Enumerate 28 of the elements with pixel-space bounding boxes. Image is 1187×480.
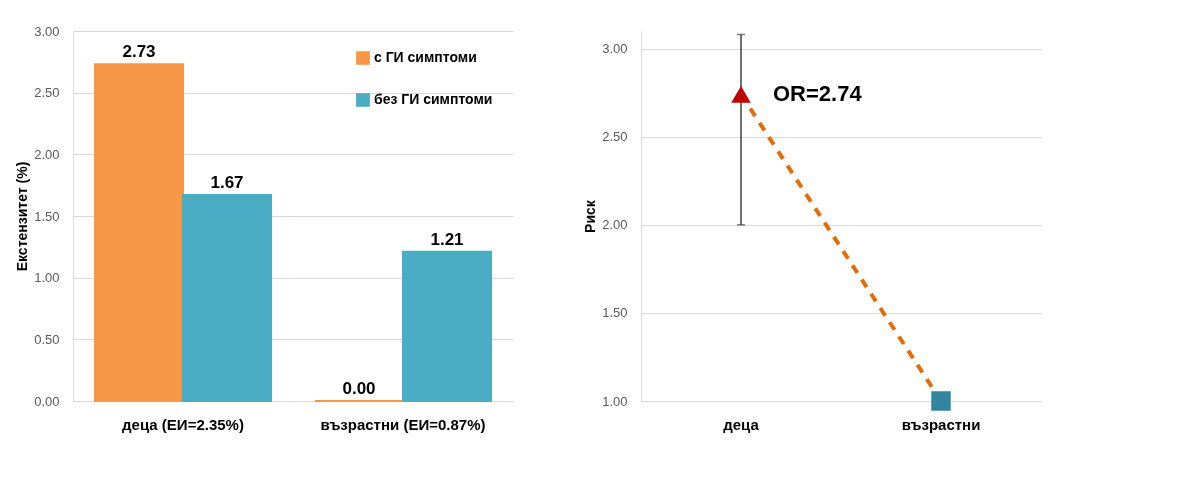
- x-tick-label: деца: [723, 415, 760, 433]
- y-tick-label: 2.50: [34, 85, 60, 101]
- bar: [402, 250, 492, 402]
- x-tick-label: деца (ЕИ=2.35%): [122, 415, 244, 433]
- x-tick-label: възрастни (ЕИ=0.87%): [320, 415, 486, 433]
- y-tick-label: 3.00: [34, 23, 60, 39]
- y-tick-label: 2.00: [602, 217, 628, 233]
- y-tick-label: 1.00: [34, 270, 60, 286]
- legend-label: без ГИ симптоми: [374, 91, 493, 107]
- y-tick-label: 1.50: [34, 208, 60, 224]
- x-tick-label: възрастни: [901, 415, 981, 433]
- data-label: 1.67: [210, 173, 244, 193]
- data-label: 1.21: [430, 229, 464, 249]
- bar: [94, 63, 184, 402]
- y-axis-title: Риск: [582, 199, 599, 233]
- y-tick-label: 0.00: [34, 393, 60, 409]
- y-tick-label: 2.50: [602, 129, 628, 145]
- y-tick-label: 0.50: [34, 331, 60, 347]
- y-tick-label: 1.00: [602, 393, 628, 409]
- annotation: OR=2.74: [773, 81, 863, 107]
- y-tick-label: 3.00: [602, 41, 628, 57]
- y-tick-label: 2.00: [34, 146, 60, 162]
- bar: [182, 194, 272, 402]
- legend-label: с ГИ симптоми: [374, 49, 477, 65]
- data-label: 2.73: [122, 42, 156, 62]
- y-axis-title: Екстензитет (%): [14, 161, 31, 272]
- data-label: 0.00: [342, 379, 376, 398]
- y-tick-label: 1.50: [602, 305, 628, 321]
